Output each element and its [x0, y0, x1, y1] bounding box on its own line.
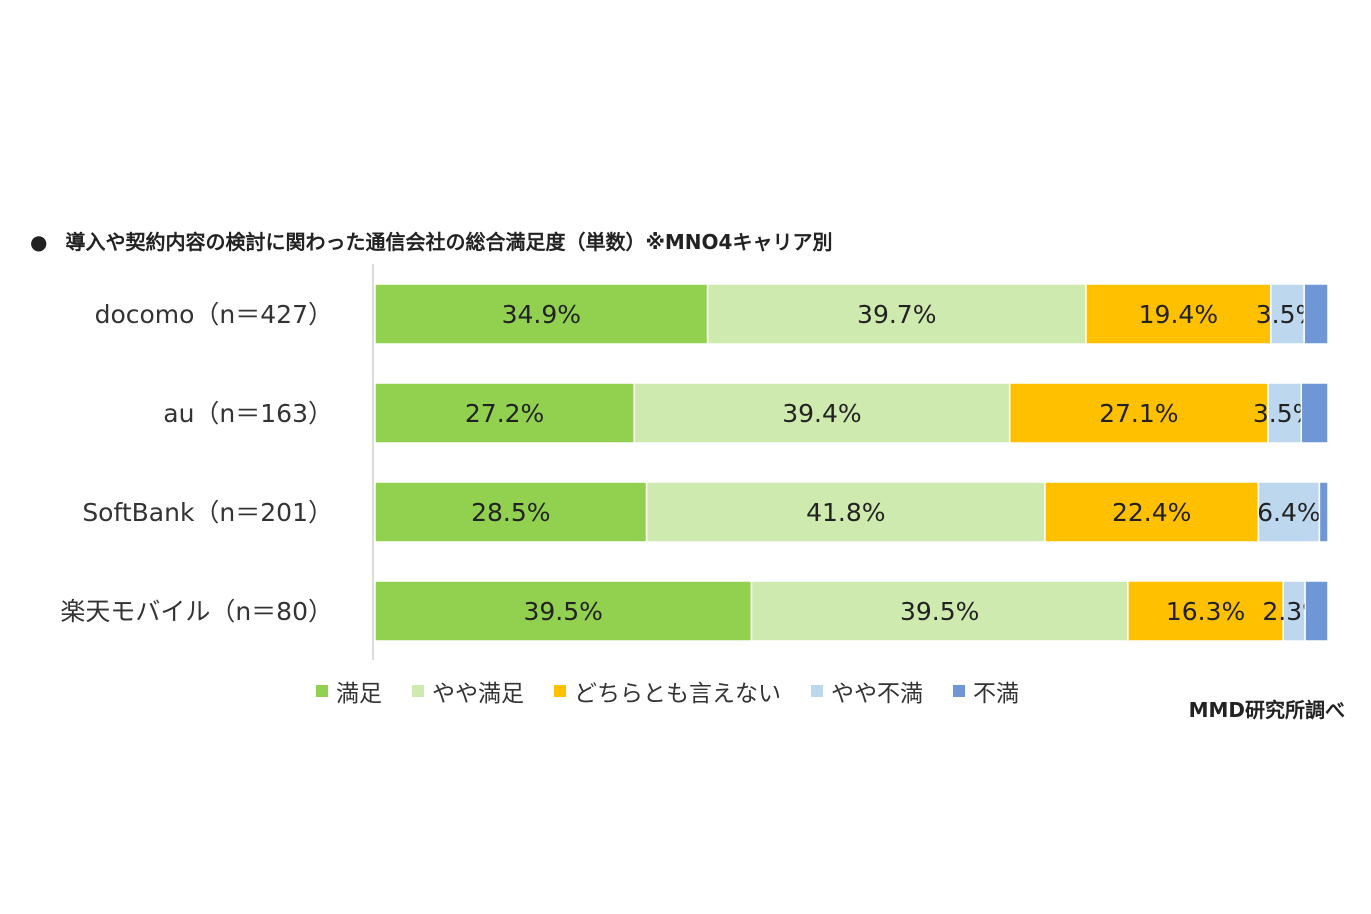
bar-segment	[1085, 283, 1272, 345]
legend-label: どちらとも言えない	[574, 681, 781, 707]
category-label: docomo（n＝427）	[95, 300, 333, 329]
bar-segment	[1044, 481, 1260, 543]
bar-segment	[1270, 283, 1305, 345]
legend-label: やや不満	[831, 681, 923, 707]
title-text: 導入や契約内容の検討に関わった通信会社の総合満足度（単数）※MNO4キャリア別	[65, 230, 833, 254]
bar-segment	[1267, 382, 1303, 444]
legend-item: やや満足	[412, 674, 524, 708]
legend-label: 不満	[973, 681, 1019, 707]
bar-segment	[750, 580, 1129, 642]
bar-segment	[374, 580, 753, 642]
legend-item: やや不満	[811, 674, 923, 708]
data-label: 28.5%	[471, 498, 550, 527]
data-label: 27.2%	[465, 399, 544, 428]
bar-segment	[1304, 580, 1329, 642]
legend-item: 不満	[953, 674, 1019, 708]
data-label: 41.8%	[806, 498, 885, 527]
legend: 満足 やや満足 どちらとも言えない やや不満 不満	[316, 674, 1049, 708]
legend-label: 満足	[336, 681, 382, 707]
bar-segment	[1257, 481, 1321, 543]
bar-segment	[374, 283, 709, 345]
bar-segment	[1318, 481, 1329, 543]
legend-swatch	[953, 685, 965, 697]
bar-segment	[633, 382, 1011, 444]
bar-segment	[1300, 382, 1329, 444]
category-label: au（n＝163）	[163, 399, 333, 428]
category-label: 楽天モバイル（n＝80）	[60, 597, 333, 626]
bar-segment	[374, 382, 635, 444]
source-note: MMD研究所調べ	[1188, 698, 1345, 722]
chart-title: ● 導入や契約内容の検討に関わった通信会社の総合満足度（単数）※MNO4キャリア別	[30, 226, 832, 255]
bar-segment	[1008, 382, 1269, 444]
legend-swatch	[412, 685, 424, 697]
legend-item: どちらとも言えない	[554, 674, 781, 708]
bar-segment	[1303, 283, 1329, 345]
category-label: SoftBank（n＝201）	[82, 498, 333, 527]
legend-swatch	[316, 685, 328, 697]
bars-group: docomo（n＝427） 34.9% 39.7% 19.4% 3.5%au（n＝163…	[60, 283, 1329, 642]
legend-label: やや満足	[432, 681, 524, 707]
data-label: 27.1%	[1099, 399, 1178, 428]
data-label: 39.5%	[900, 597, 979, 626]
data-label: 34.9%	[502, 300, 581, 329]
data-label: 39.7%	[857, 300, 936, 329]
legend-swatch	[811, 685, 823, 697]
title-bullet: ●	[30, 230, 48, 254]
data-label: 39.5%	[524, 597, 603, 626]
data-label: 22.4%	[1112, 498, 1191, 527]
legend-item: 満足	[316, 674, 382, 708]
data-label: 39.4%	[782, 399, 861, 428]
bar-segment	[645, 481, 1046, 543]
data-label: 16.3%	[1166, 597, 1245, 626]
bar-segment	[374, 481, 648, 543]
bar-segment	[1127, 580, 1284, 642]
data-label: 6.4%	[1257, 498, 1321, 527]
legend-swatch	[554, 685, 566, 697]
data-label: 19.4%	[1139, 300, 1218, 329]
